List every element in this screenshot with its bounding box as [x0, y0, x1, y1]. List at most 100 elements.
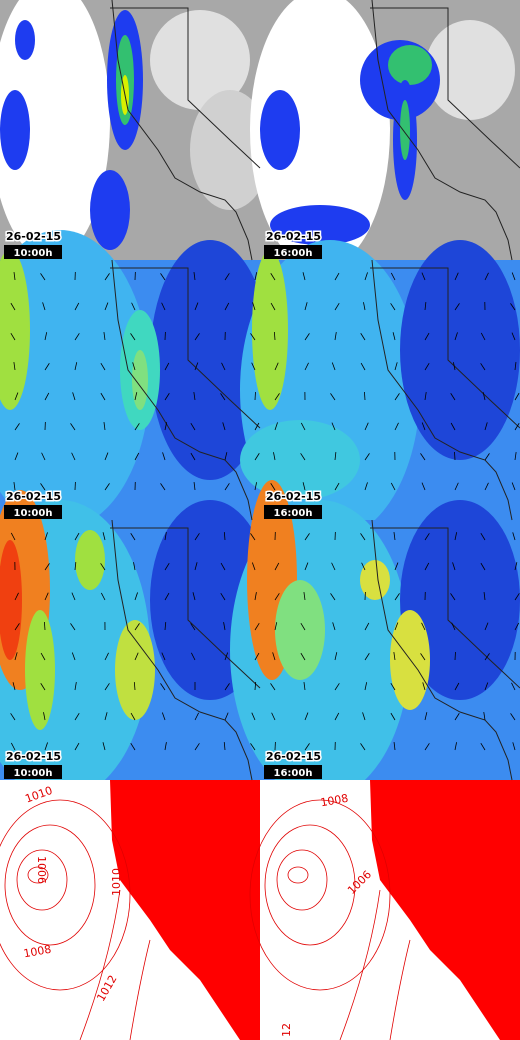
- arrow: [424, 712, 428, 721]
- arrow: [480, 742, 486, 751]
- arrow: [224, 712, 229, 721]
- arrow: [103, 332, 106, 341]
- arrow: [10, 713, 16, 721]
- arrow: [393, 532, 396, 541]
- arrow: [164, 393, 170, 401]
- arrow: [74, 562, 77, 571]
- arrow: [44, 563, 50, 571]
- arrow: [421, 482, 426, 491]
- arrow: [360, 743, 366, 751]
- arrow: [484, 622, 489, 631]
- arrow: [104, 302, 109, 311]
- arrow: [220, 393, 226, 401]
- arrow: [514, 452, 517, 461]
- time-box: [4, 245, 62, 259]
- arrow: [13, 272, 16, 281]
- arrow: [130, 333, 136, 341]
- arrow: [303, 592, 306, 601]
- arrow: [254, 453, 260, 461]
- arrow: [304, 743, 310, 751]
- arrow: [250, 743, 256, 751]
- wind-arrows: [10, 271, 520, 751]
- arrow: [454, 272, 459, 281]
- isobar-label: 1006: [35, 856, 48, 884]
- date-label: 26-02-15: [266, 490, 321, 503]
- arrow: [270, 302, 276, 311]
- arrow: [193, 392, 196, 401]
- arrow: [392, 332, 396, 341]
- arrow: [10, 302, 16, 311]
- arrow: [133, 681, 136, 691]
- arrow: [194, 562, 198, 571]
- arrow: [270, 273, 276, 281]
- arrow: [14, 623, 20, 631]
- labels: 26-02-15 10:00h 26-02-15 16:00h 26-02-15 10:0…: [4, 229, 374, 1037]
- arrow: [272, 652, 276, 661]
- arrow: [74, 302, 80, 311]
- arrow: [134, 623, 140, 631]
- arrow: [421, 622, 426, 631]
- arrow: [304, 562, 309, 571]
- arrow: [454, 482, 459, 491]
- arrow: [360, 333, 366, 341]
- arrow: [364, 682, 368, 691]
- arrow: [130, 743, 136, 751]
- arrow: [484, 653, 490, 661]
- arrow: [364, 422, 369, 431]
- arrow: [514, 622, 520, 631]
- date-label: 26-02-15: [266, 230, 321, 243]
- arrow: [254, 681, 257, 691]
- arrow: [273, 452, 276, 461]
- arrow: [10, 532, 16, 541]
- arrow: [512, 742, 516, 751]
- arrow: [424, 362, 430, 371]
- arrow: [10, 332, 16, 341]
- arrow: [194, 712, 199, 721]
- arrow: [130, 712, 136, 721]
- arrow: [134, 592, 138, 601]
- arrow: [302, 272, 306, 281]
- arrow: [394, 393, 400, 401]
- arrow: [254, 422, 260, 431]
- arrow: [40, 483, 46, 491]
- arrow: [194, 302, 199, 311]
- arrow: [304, 362, 309, 371]
- arrow: [480, 332, 486, 341]
- arrow: [360, 533, 366, 541]
- arrow: [480, 562, 486, 571]
- arrow: [334, 332, 337, 341]
- pressure-map: [249, 779, 520, 1040]
- arrow: [134, 452, 140, 461]
- arrow: [394, 562, 399, 571]
- arrow: [14, 423, 20, 431]
- arrow: [334, 272, 340, 281]
- time-label: 16:00h: [274, 768, 313, 779]
- arrow: [104, 483, 110, 491]
- arrow: [514, 392, 520, 401]
- isobar-label: 12: [280, 1023, 293, 1037]
- arrow: [453, 362, 456, 371]
- arrow: [254, 652, 260, 661]
- arrow: [454, 532, 458, 541]
- arrow: [74, 333, 80, 341]
- arrow: [270, 483, 276, 491]
- arrow: [100, 563, 106, 571]
- arrow: [390, 303, 396, 311]
- arrow: [424, 302, 427, 311]
- arrow: [40, 683, 46, 691]
- arrow: [364, 453, 370, 461]
- arrow: [330, 393, 336, 401]
- arrow: [514, 422, 520, 431]
- arrow: [194, 743, 200, 751]
- arrow: [450, 593, 456, 601]
- arrow: [160, 483, 166, 491]
- arrow: [424, 743, 430, 751]
- arrow: [450, 393, 456, 401]
- arrow: [273, 331, 276, 341]
- arrow: [14, 652, 18, 661]
- arrow: [480, 532, 486, 541]
- arrow: [193, 272, 196, 281]
- arrow: [13, 482, 16, 491]
- arrow: [164, 742, 167, 751]
